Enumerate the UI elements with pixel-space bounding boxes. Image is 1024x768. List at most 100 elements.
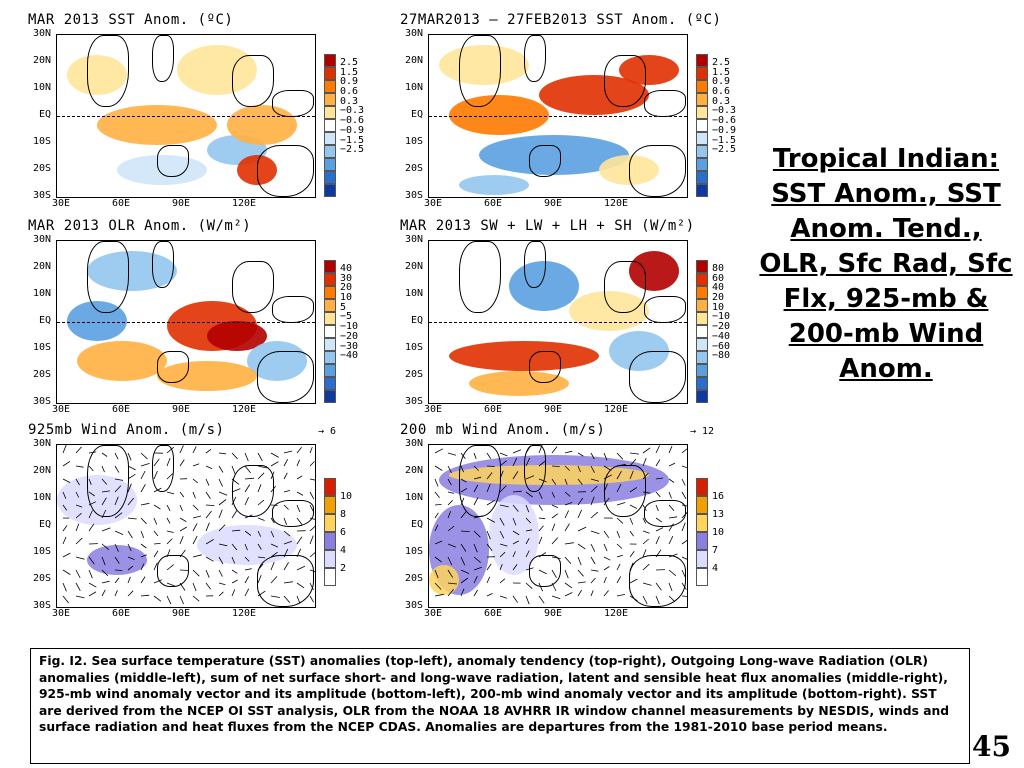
longitude-label: 30E	[424, 404, 443, 415]
colorbar-label: 40	[340, 263, 353, 274]
wind-vector	[140, 554, 147, 558]
colorbar-label: 1.5	[712, 66, 731, 78]
wind-vector	[257, 543, 262, 550]
colorbar-box	[324, 273, 336, 286]
wind-vector	[62, 552, 71, 558]
wind-vector	[538, 595, 545, 604]
wind-vector	[681, 478, 686, 486]
colorbar-label: −20	[340, 330, 359, 342]
colorbar-labels: 2.5 1.5 0.9 0.6 0.3 −0.3 −0.6 −0.9 −1.5 −2.5	[712, 58, 736, 155]
wind-vector	[296, 446, 302, 454]
colorbar-box	[324, 514, 336, 532]
latitude-label: 20N	[32, 261, 51, 272]
longitude-label: 120E	[232, 198, 257, 209]
wind-vector	[590, 452, 595, 460]
wind-vector	[473, 556, 481, 563]
coastline	[459, 445, 501, 517]
colorbar-box	[324, 171, 336, 184]
anomaly-shading	[97, 105, 217, 145]
wind-vector	[270, 461, 279, 467]
longitude-label: 60E	[484, 404, 503, 415]
wind-vector	[75, 478, 80, 486]
coastline	[232, 261, 274, 313]
wind-vector	[88, 523, 95, 532]
coastline	[529, 145, 561, 177]
wind-vector	[577, 569, 584, 577]
wind-vector	[603, 530, 610, 539]
panel-title: MAR 2013 SW + LW + LH + SH (W/m²)	[400, 218, 695, 234]
colorbar-label: −20	[712, 321, 731, 333]
coastline	[87, 241, 129, 313]
map-plot	[428, 444, 688, 608]
coastline	[152, 35, 174, 82]
colorbar-label: 0.3	[712, 95, 731, 107]
latitude-label: 30S	[32, 600, 51, 611]
wind-vector	[434, 582, 442, 590]
latitude-label: 10S	[404, 136, 423, 147]
wind-vector	[590, 478, 600, 482]
wind-vector	[460, 543, 467, 552]
wind-vector	[642, 517, 647, 524]
latitude-label: 20S	[404, 369, 423, 380]
wind-vector	[127, 497, 135, 506]
colorbar	[324, 478, 336, 586]
wind-vector	[525, 517, 532, 524]
wind-vector	[231, 589, 236, 597]
wind-vector	[231, 569, 238, 574]
wind-vector	[231, 529, 241, 532]
longitude-label: 60E	[112, 198, 131, 209]
coastline	[272, 500, 314, 527]
wind-vector	[577, 556, 582, 566]
colorbar-label: −0.3	[712, 105, 737, 117]
wind-vector	[590, 496, 595, 506]
coastline	[87, 445, 129, 517]
colorbar-box	[324, 119, 336, 132]
coastline	[257, 145, 314, 197]
wind-vector	[257, 452, 263, 462]
latitude-label: 30S	[32, 396, 51, 407]
wind-vector	[283, 459, 289, 467]
colorbar-box	[696, 260, 708, 273]
wind-vector	[127, 576, 131, 584]
wind-vector	[616, 530, 621, 539]
latitude-label: 10S	[32, 546, 51, 557]
wind-vector	[62, 595, 69, 604]
wind-vector	[101, 580, 110, 584]
wind-vector	[447, 569, 454, 578]
colorbar-label: 0.9	[712, 76, 731, 88]
colorbar-label: 80	[712, 263, 725, 274]
wind-vector	[192, 463, 200, 467]
wind-vector	[192, 569, 200, 577]
colorbar-label: 60	[712, 272, 725, 284]
wind-vector	[75, 582, 81, 591]
wind-vector	[218, 591, 224, 597]
wind-vector	[140, 517, 147, 525]
coastline	[87, 35, 129, 107]
wind-vector	[564, 450, 573, 454]
wind-vector	[114, 590, 118, 597]
reference-vector-label: → 12	[690, 426, 715, 437]
wind-vector	[551, 523, 556, 532]
wind-vector	[564, 502, 573, 506]
wind-vector	[283, 540, 293, 545]
wind-vector	[75, 465, 84, 468]
wind-vector	[590, 569, 599, 572]
wind-vector	[179, 526, 188, 532]
coastline	[232, 55, 274, 107]
wind-vector	[655, 527, 664, 532]
coastline	[604, 55, 646, 107]
panel-sst-anom: MAR 2013 SST Anom. (ºC) 30N 20N 10N EQ 10S 20S…	[28, 12, 398, 212]
latitude-label: 10N	[32, 492, 51, 503]
wind-vector	[603, 566, 610, 571]
latitude-label: 10S	[32, 136, 51, 147]
colorbar-box	[696, 351, 708, 364]
wind-vector	[218, 452, 226, 455]
wind-vector	[629, 452, 639, 455]
colorbar-label: −0.9	[712, 124, 737, 136]
wind-vector	[642, 457, 647, 467]
wind-vector	[590, 556, 596, 565]
wind-vector	[434, 540, 443, 545]
wind-vector	[88, 582, 97, 588]
wind-vector	[244, 530, 252, 536]
wind-vector	[309, 525, 315, 532]
